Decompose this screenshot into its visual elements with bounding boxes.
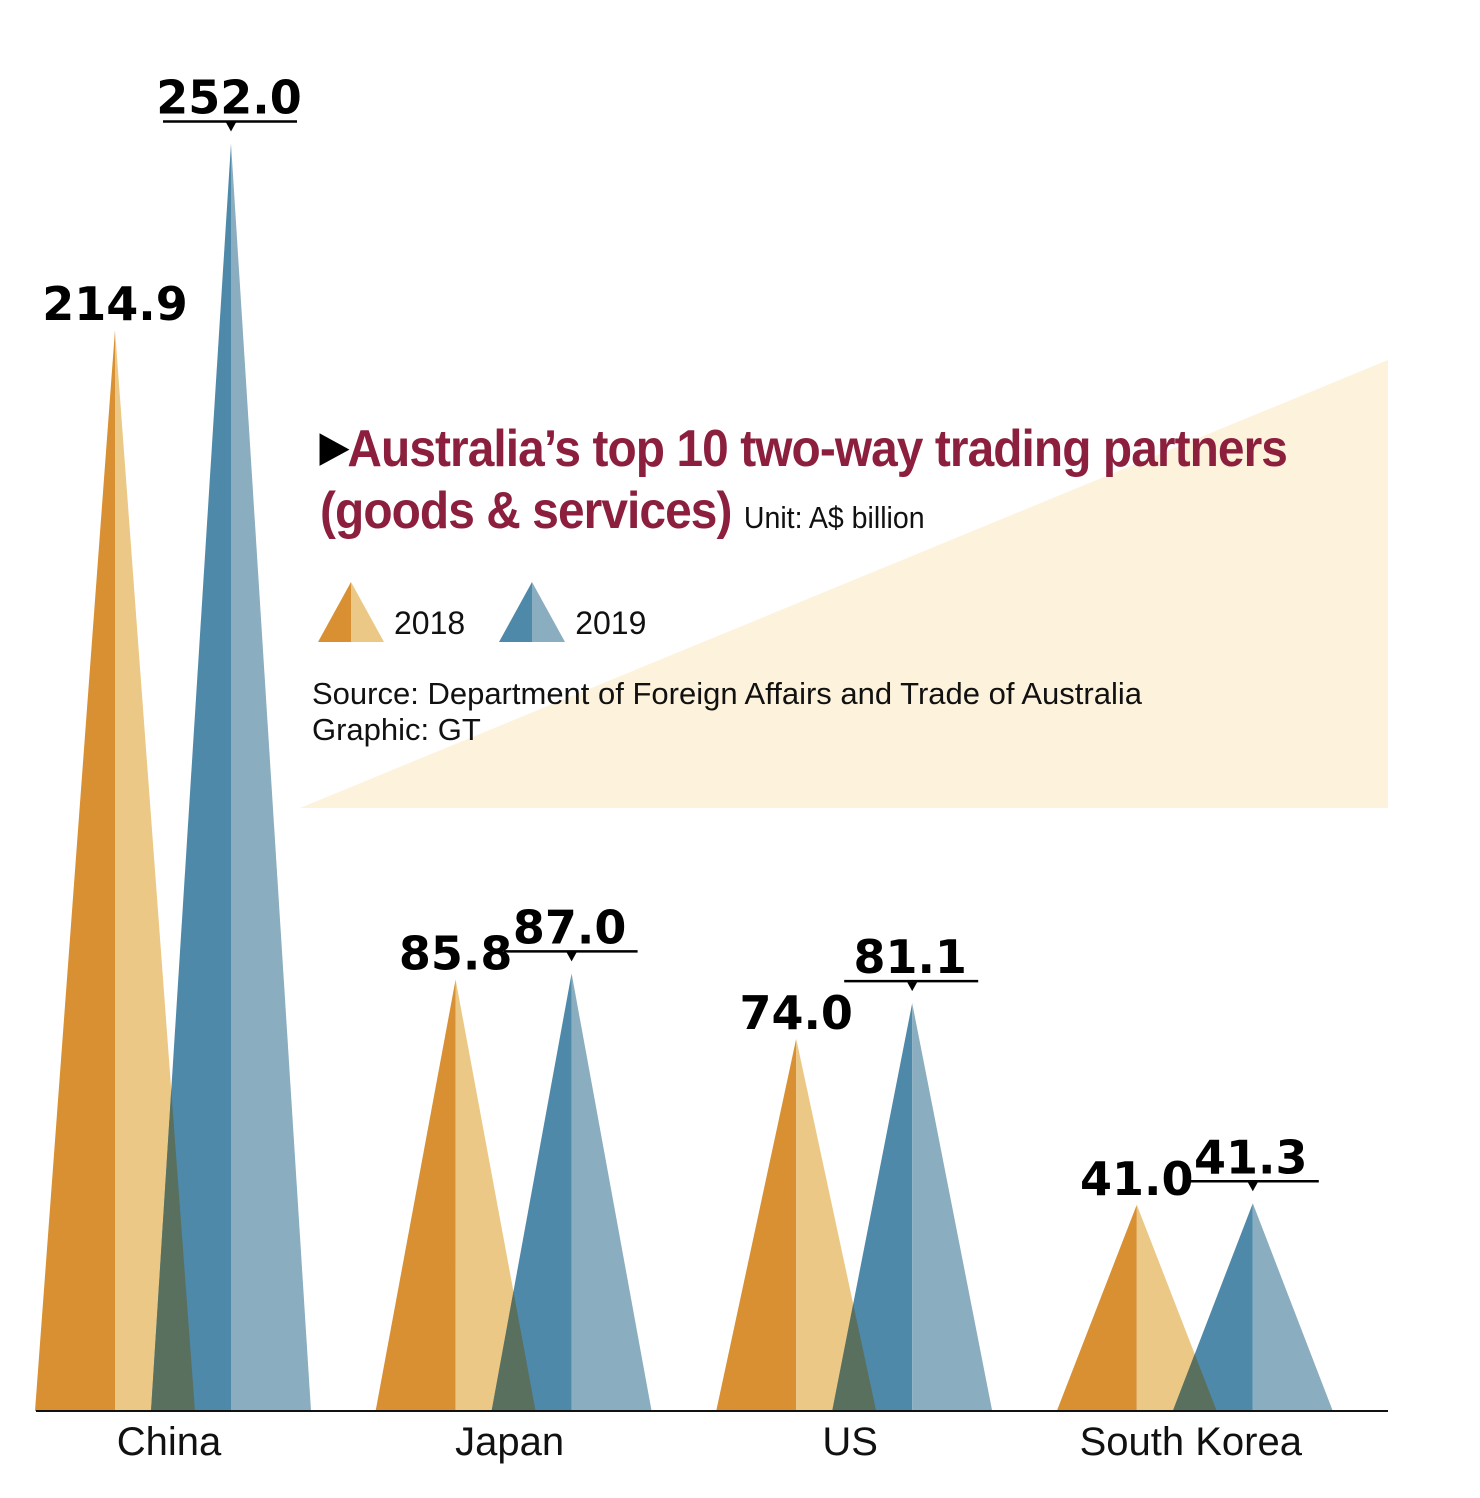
data-label-2018: 85.8	[399, 926, 513, 980]
x-tick-label: China	[117, 1420, 222, 1464]
x-tick-label: US	[822, 1420, 878, 1464]
data-label-2018: 41.0	[1080, 1152, 1194, 1206]
legend-label: 2018	[394, 605, 466, 641]
triangle-2019-left	[832, 1003, 913, 1411]
triangle-2018-right	[455, 979, 536, 1411]
source-text: Source: Department of Foreign Affairs an…	[312, 676, 1142, 711]
triangle-2019-right	[1252, 1203, 1333, 1411]
triangle-2018-left	[375, 979, 456, 1411]
legend: 2018 2019	[318, 582, 664, 642]
title-text: Australia’s top 10 two-way trading partn…	[320, 420, 1288, 540]
triangle-2019-right	[571, 973, 652, 1411]
triangle-2019-right	[912, 1003, 993, 1411]
x-tick-label: Japan	[455, 1420, 564, 1464]
triangle-2018-left	[1056, 1204, 1137, 1411]
chart-title: ▶Australia’s top 10 two-way trading part…	[320, 416, 1314, 549]
credit-text: Graphic: GT	[312, 712, 481, 747]
background-wedge	[300, 360, 1388, 808]
data-label-2019: 87.0	[513, 900, 627, 954]
label-pointer-icon	[1247, 1182, 1258, 1192]
triangle-overlap	[491, 979, 536, 1411]
label-pointer-icon	[226, 122, 236, 132]
label-pointer-icon	[566, 952, 577, 962]
legend-item-2019: 2019	[499, 582, 646, 642]
triangle-2019-left	[1172, 1203, 1253, 1411]
legend-item-2018: 2018	[318, 582, 465, 642]
legend-swatch-2018	[318, 582, 384, 642]
triangle-2018-left	[716, 1038, 797, 1411]
data-label-2019: 81.1	[853, 930, 967, 984]
legend-label: 2019	[575, 605, 647, 641]
data-label-2018: 74.0	[739, 986, 853, 1040]
triangle-2019-right	[231, 143, 311, 1412]
source-note: Source: Department of Foreign Affairs an…	[312, 676, 1142, 748]
data-label-2019: 41.3	[1194, 1130, 1308, 1184]
data-label-2019: 252.0	[156, 70, 302, 124]
x-tick-label: South Korea	[1080, 1420, 1303, 1464]
unit-label: Unit: A$ billion	[743, 500, 925, 535]
play-arrow-icon: ▶	[320, 425, 348, 469]
legend-swatch-2019	[499, 582, 566, 642]
label-pointer-icon	[907, 982, 918, 992]
data-label-2018: 214.9	[42, 277, 188, 331]
triangle-2018-left	[35, 330, 115, 1412]
